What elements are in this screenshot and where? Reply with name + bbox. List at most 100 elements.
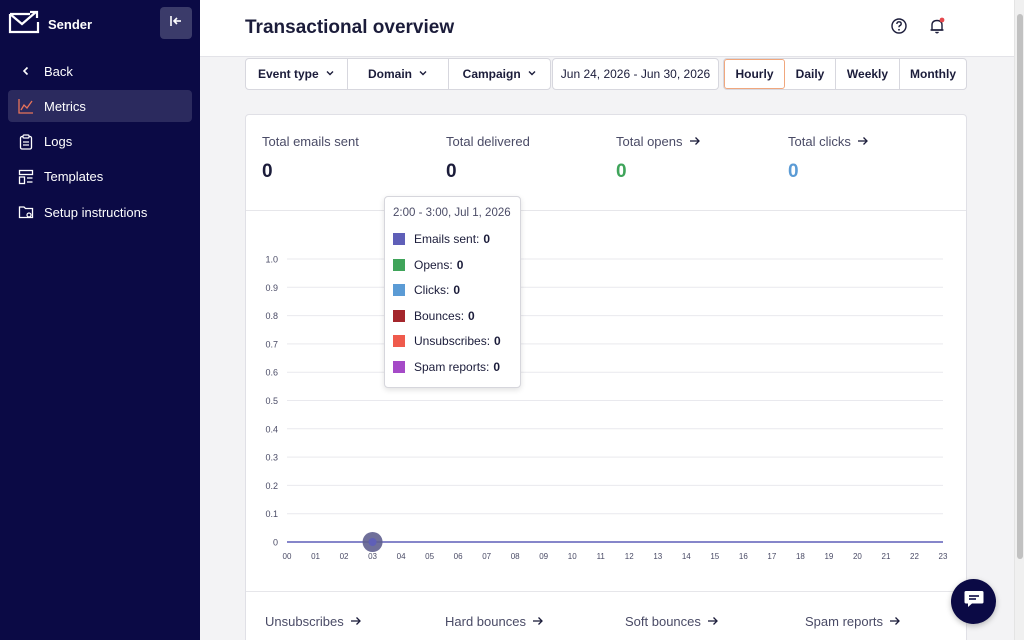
y-tick-label: 0.5 <box>265 396 278 406</box>
sidebar-item-metrics[interactable]: Metrics <box>8 90 192 123</box>
x-tick-label: 15 <box>710 552 719 561</box>
sidebar-item-templates[interactable]: Templates <box>8 161 192 193</box>
period-toggle: Hourly Daily Weekly Monthly <box>723 58 967 90</box>
y-tick-label: 0 <box>273 538 278 548</box>
campaign-label: Campaign <box>462 67 521 81</box>
chart-svg: 00.10.20.30.40.50.60.70.80.91.000 01 02 03 0… <box>265 255 948 562</box>
arrow-right-icon <box>689 134 701 149</box>
stat-label: Total opens <box>616 134 683 149</box>
x-tick-label: 05 <box>425 552 434 561</box>
x-tick-label: 06 <box>454 552 463 561</box>
y-tick-label: 1.0 <box>265 255 278 265</box>
stat-label: Unsubscribes <box>265 614 344 629</box>
chart-tooltip: 2:00 - 3:00, Jul 1, 2026 Emails sent: 0 … <box>384 196 521 388</box>
notifications-button[interactable] <box>926 17 948 39</box>
x-tick-label: 03 <box>368 552 377 561</box>
stats-row: Total emails sent 0 Total delivered 0 To… <box>246 115 966 211</box>
stat-soft-bounces[interactable]: Soft bounces <box>625 614 719 629</box>
sidebar-item-label: Back <box>44 63 73 79</box>
page-title: Transactional overview <box>245 17 455 38</box>
period-hourly-button[interactable]: Hourly <box>724 59 785 89</box>
tooltip-label: Spam reports: <box>414 360 490 374</box>
stat-label: Soft bounces <box>625 614 701 629</box>
date-range-label: Jun 24, 2026 - Jun 30, 2026 <box>560 67 711 81</box>
tooltip-row-bounces: Bounces: 0 <box>393 309 475 323</box>
y-tick-label: 0.2 <box>265 481 278 491</box>
x-tick-label: 13 <box>653 552 662 561</box>
bell-icon <box>928 17 946 40</box>
x-tick-label: 17 <box>767 552 776 561</box>
header: Transactional overview <box>200 0 1014 57</box>
tooltip-row-opens: Opens: 0 <box>393 258 463 272</box>
x-tick-label: 21 <box>882 552 891 561</box>
stat-label: Hard bounces <box>445 614 526 629</box>
sidebar-item-setup-instructions[interactable]: Setup instructions <box>8 196 192 228</box>
date-range-picker[interactable]: Jun 24, 2026 - Jun 30, 2026 <box>552 58 719 90</box>
page-scrollbar[interactable] <box>1014 0 1024 640</box>
tooltip-value: 0 <box>493 360 501 374</box>
stat-label: Total delivered <box>446 134 530 149</box>
folder-settings-icon <box>16 202 36 222</box>
sidebar-item-logs[interactable]: Logs <box>8 126 192 158</box>
tooltip-value: 0 <box>494 334 501 348</box>
tooltip-value: 0 <box>456 258 464 272</box>
stat-spam-reports[interactable]: Spam reports <box>805 614 901 629</box>
arrow-right-icon <box>350 614 362 629</box>
y-tick-label: 0.1 <box>265 509 278 519</box>
stat-value: 0 <box>788 161 799 182</box>
chevron-down-icon <box>325 67 335 81</box>
campaign-dropdown[interactable]: Campaign <box>449 59 550 89</box>
domain-label: Domain <box>368 67 413 81</box>
tooltip-row-emails-sent: Emails sent: 0 <box>393 232 490 246</box>
sidebar-item-label: Setup instructions <box>44 204 148 220</box>
stat-label: Total emails sent <box>262 134 359 149</box>
sidebar-item-label: Templates <box>44 169 104 185</box>
arrow-right-icon <box>889 614 901 629</box>
hourly-chart[interactable]: 0 0.1 0.2 0.3 0.4 0.5 0.6 0.7 0.8 0.9 1.0 00 01 02 03 0… <box>246 211 966 591</box>
sidebar-item-label: Metrics <box>44 98 86 114</box>
tooltip-row-clicks: Clicks: 0 <box>393 283 460 297</box>
tooltip-label: Opens: <box>414 258 453 272</box>
x-tick-label: 22 <box>910 552 919 561</box>
tooltip-value: 0 <box>483 232 491 246</box>
x-tick-label: 16 <box>739 552 748 561</box>
chevron-left-icon <box>16 61 36 81</box>
brand[interactable]: Sender <box>8 8 92 40</box>
period-weekly-button[interactable]: Weekly <box>836 59 900 89</box>
legend-swatch <box>393 335 405 347</box>
x-tick-label: 10 <box>568 552 577 561</box>
sidebar-nav: Back Metrics Logs <box>8 55 192 231</box>
legend-swatch <box>393 233 405 245</box>
arrow-right-icon <box>707 614 719 629</box>
event-type-dropdown[interactable]: Event type <box>246 59 348 89</box>
domain-dropdown[interactable]: Domain <box>348 59 450 89</box>
x-tick-label: 12 <box>625 552 634 561</box>
stat-unsubscribes[interactable]: Unsubscribes <box>265 614 362 629</box>
stat-total-opens[interactable]: Total opens 0 <box>616 134 701 183</box>
x-tick-label: 14 <box>682 552 691 561</box>
filter-group: Event type Domain Campaign <box>245 58 551 90</box>
tooltip-value: 0 <box>468 309 475 323</box>
help-button[interactable] <box>888 17 910 39</box>
stat-total-emails-sent: Total emails sent 0 <box>262 134 359 183</box>
period-monthly-button[interactable]: Monthly <box>910 67 956 81</box>
chevron-down-icon <box>527 67 537 81</box>
legend-swatch <box>393 310 405 322</box>
tooltip-label: Bounces: <box>414 309 465 323</box>
period-daily-button[interactable]: Daily <box>785 59 836 89</box>
x-tick-label: 23 <box>939 552 948 561</box>
legend-swatch <box>393 284 405 296</box>
stat-total-clicks[interactable]: Total clicks 0 <box>788 134 869 183</box>
x-tick-label: 20 <box>853 552 862 561</box>
scrollbar-thumb[interactable] <box>1017 14 1023 559</box>
stat-total-delivered: Total delivered 0 <box>446 134 530 183</box>
chat-support-button[interactable] <box>951 579 996 624</box>
y-tick-label: 0.3 <box>265 453 278 463</box>
collapse-sidebar-button[interactable] <box>160 7 192 39</box>
x-tick-label: 19 <box>824 552 833 561</box>
sidebar-item-back[interactable]: Back <box>8 55 192 87</box>
sidebar: Sender Back Metrics <box>0 0 200 640</box>
x-tick-label: 00 <box>283 552 292 561</box>
stat-value: 0 <box>262 161 273 182</box>
stat-hard-bounces[interactable]: Hard bounces <box>445 614 544 629</box>
